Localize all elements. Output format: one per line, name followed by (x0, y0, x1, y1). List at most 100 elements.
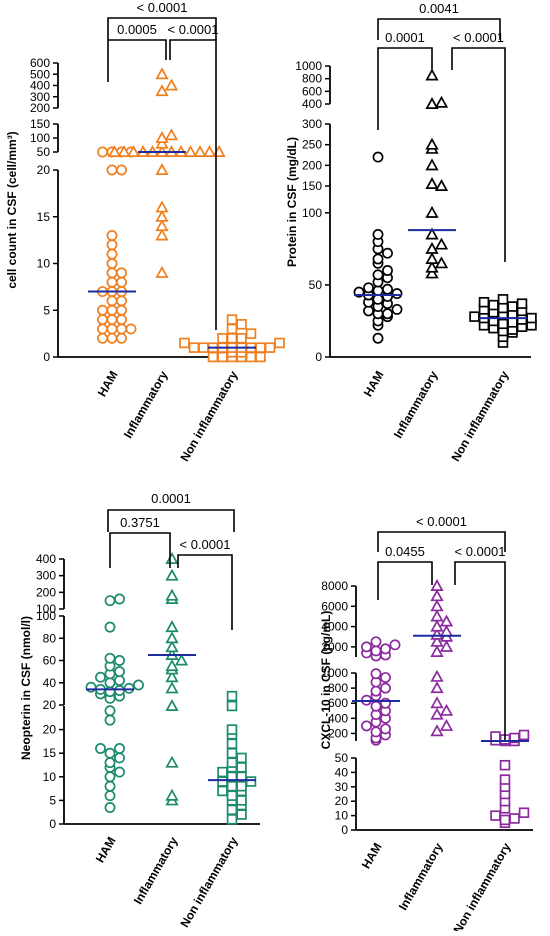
y-tick-label: 0 (43, 350, 50, 364)
point-non-inflammatory (236, 752, 247, 764)
point-non-inflammatory (226, 724, 238, 735)
y-tick-label: 50 (309, 278, 323, 292)
significance-bracket (377, 531, 506, 552)
point-inflammatory (165, 568, 179, 581)
y-tick-label: 5 (43, 303, 50, 317)
point-inflammatory (155, 131, 169, 144)
point-inflammatory (107, 145, 122, 158)
point-inflammatory (430, 669, 444, 682)
y-tick-label: 0 (49, 817, 56, 831)
y-tick-label: 0 (315, 350, 322, 364)
point-non-inflammatory (497, 294, 509, 305)
x-category-label: Non inflammatory (448, 368, 511, 464)
significance-bracket (107, 509, 235, 532)
point-ham (106, 276, 118, 288)
point-non-inflammatory (236, 809, 247, 820)
point-ham (116, 276, 127, 288)
y-tick-label: 200 (36, 585, 56, 599)
point-non-inflammatory (499, 759, 511, 771)
y-tick-label: 100 (36, 602, 56, 616)
p-value-label: < 0.0001 (453, 30, 504, 45)
point-inflammatory (165, 755, 179, 768)
point-non-inflammatory (236, 319, 247, 330)
point-ham (106, 248, 118, 260)
y-tick-label: 100 (36, 609, 56, 623)
point-inflammatory (430, 619, 444, 632)
y-tick-label: 200 (302, 158, 322, 172)
point-non-inflammatory (236, 795, 247, 806)
p-value-label: 0.0001 (151, 491, 191, 506)
point-ham (104, 595, 116, 607)
point-inflammatory (425, 266, 439, 279)
y-tick-label: 80 (43, 631, 57, 645)
point-inflammatory (165, 670, 179, 683)
y-tick-label: 60 (43, 654, 57, 668)
point-inflammatory (117, 145, 131, 158)
point-ham (106, 258, 118, 269)
point-inflammatory (183, 145, 198, 158)
point-inflammatory (155, 265, 169, 278)
point-ham (370, 668, 382, 680)
y-tick-label: 150 (30, 117, 50, 131)
y-tick-label: 20 (37, 163, 51, 177)
y-tick-label: 5 (49, 793, 56, 807)
point-ham (114, 666, 125, 678)
point-ham (106, 323, 118, 335)
point-non-inflammatory (217, 776, 228, 787)
point-ham (372, 229, 384, 240)
point-non-inflammatory (274, 337, 285, 349)
point-inflammatory (165, 631, 179, 644)
point-inflammatory (155, 163, 169, 176)
y-tick-label: 400 (30, 79, 50, 93)
point-non-inflammatory (518, 729, 530, 741)
point-inflammatory (193, 145, 207, 158)
point-ham (382, 247, 393, 259)
x-category-label: HAM (361, 368, 387, 399)
significance-bracket (177, 554, 233, 630)
y-tick-label: 10 (335, 809, 349, 823)
point-non-inflammatory (469, 311, 480, 322)
point-non-inflammatory (245, 328, 257, 339)
point-ham (114, 766, 125, 778)
point-ham (104, 790, 116, 802)
point-ham (372, 151, 384, 163)
point-non-inflammatory (516, 314, 528, 325)
y-tick-label: 0 (341, 823, 348, 837)
x-category-label: Inflammatory (391, 368, 441, 441)
point-inflammatory (425, 97, 439, 110)
y-tick-label: 30 (335, 780, 349, 794)
point-ham (114, 675, 125, 686)
y-tick-label: 300 (30, 90, 50, 104)
x-category-label: Inflammatory (131, 834, 181, 907)
point-inflammatory (430, 724, 444, 737)
point-non-inflammatory (245, 351, 257, 363)
point-non-inflammatory (217, 333, 228, 344)
significance-bracket (377, 561, 433, 600)
point-non-inflammatory (245, 776, 257, 787)
point-ham (116, 267, 127, 279)
y-tick-label: 50 (37, 145, 51, 159)
y-tick-label: 4000 (321, 620, 348, 634)
p-value-label: < 0.0001 (137, 0, 188, 15)
point-ham (104, 802, 116, 813)
point-inflammatory (439, 703, 454, 716)
y-tick-label: 10 (37, 257, 51, 271)
point-inflammatory (425, 260, 439, 273)
point-ham (97, 323, 108, 335)
point-ham (97, 146, 108, 158)
point-ham (104, 747, 116, 759)
point-non-inflammatory (198, 342, 209, 353)
y-tick-label: 600 (30, 56, 50, 70)
point-inflammatory (439, 614, 454, 627)
point-ham (370, 685, 382, 697)
point-inflammatory (430, 599, 444, 612)
point-inflammatory (165, 588, 179, 601)
p-value-label: 0.0005 (117, 22, 157, 37)
point-non-inflammatory (255, 351, 266, 363)
x-category-label: Non inflammatory (177, 368, 240, 464)
y-tick-label: 300 (302, 117, 322, 131)
